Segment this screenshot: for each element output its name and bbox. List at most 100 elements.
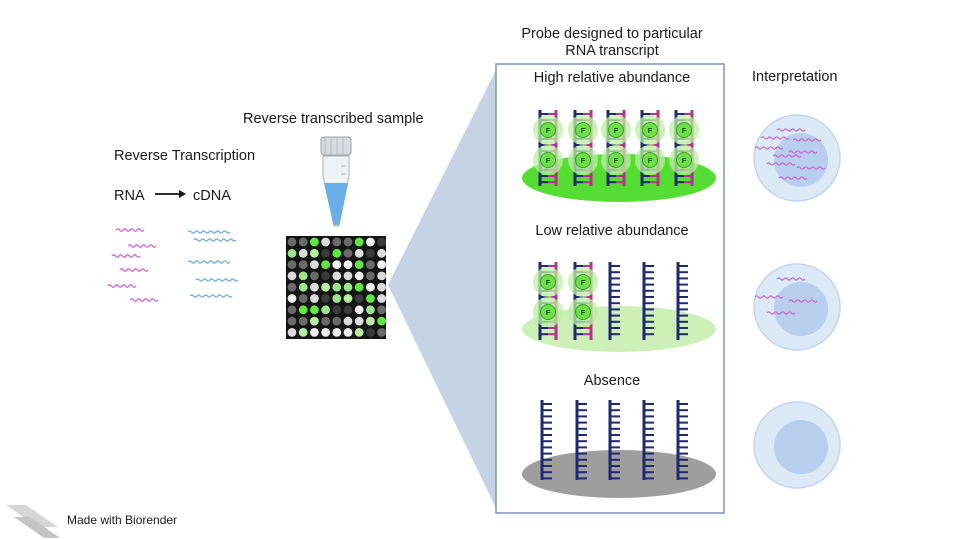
fluorophore-icon: F: [533, 145, 563, 175]
fluorophore-label: F: [581, 278, 586, 287]
microarray-spot: [298, 260, 308, 269]
fluorophore-label: F: [614, 126, 619, 135]
cell-nucleus: [774, 133, 828, 187]
transcript-strand: [788, 150, 818, 154]
cell-nucleus: [774, 420, 828, 474]
microarray-spot: [287, 316, 297, 326]
microarray-spot: [366, 282, 375, 292]
fluorophore-label: F: [546, 308, 551, 317]
microarray-spot: [298, 271, 308, 281]
cdna-strand: [187, 230, 231, 234]
fluorophore-icon: F: [533, 297, 563, 327]
microarray-spot: [321, 271, 330, 281]
microarray-spot: [310, 237, 319, 247]
microarray-spot: [310, 305, 319, 315]
cell-nucleus: [774, 282, 828, 336]
transcript-strand: [778, 176, 808, 180]
biorender-logo-icon: [6, 505, 60, 538]
probe: [608, 262, 620, 340]
interpretation-cell: [753, 263, 841, 351]
microarray-spot: [287, 294, 297, 303]
microarray-spot: [354, 237, 364, 247]
microarray-spot: [354, 294, 364, 303]
transcript-strand: [776, 128, 806, 132]
transcript-strand: [766, 311, 796, 315]
fluorophore-icon: F: [669, 145, 699, 175]
microarray-spot: [343, 328, 353, 337]
transcript-strand: [754, 295, 784, 299]
fluorophore-icon: F: [568, 267, 598, 297]
microarray-spot: [287, 305, 297, 315]
fluorophore-icon: F: [635, 145, 665, 175]
rna-strand: [107, 284, 137, 288]
interpretation-cells: [753, 114, 841, 489]
microarray-spot: [310, 260, 319, 269]
microarray-spot: [366, 316, 375, 326]
microarray-spot: [377, 282, 386, 292]
cdna-strand: [189, 294, 233, 298]
zoom-wedge: [388, 68, 497, 510]
fluorophore-label: F: [581, 156, 586, 165]
rna-label: RNA: [114, 188, 145, 204]
microarray-spot: [343, 282, 353, 292]
cdna-strand: [195, 278, 239, 282]
probe: [676, 262, 688, 340]
microarray-spot: [377, 237, 386, 247]
high-abundance-label: High relative abundance: [533, 70, 691, 86]
transcript-strand: [788, 299, 818, 303]
sample-label: Reverse transcribed sample: [243, 111, 424, 127]
probe: [608, 400, 620, 480]
probe: [575, 400, 587, 480]
fluorophore-label: F: [648, 126, 653, 135]
hybridized-probe: FF: [601, 110, 631, 186]
microarray-spot: [377, 305, 386, 315]
microarray-spot: [332, 305, 342, 315]
probe-title-line2: RNA transcript: [565, 43, 659, 59]
fluorophore-label: F: [546, 278, 551, 287]
rna-strand: [127, 244, 157, 248]
fluorophore-label: F: [648, 156, 653, 165]
probe: [676, 400, 688, 480]
microarray-spot: [287, 248, 297, 258]
microarray-spot: [377, 248, 386, 258]
microarray-spot: [332, 248, 342, 258]
probe: [642, 262, 654, 340]
microarray-spots: [287, 237, 386, 337]
interpretation-label: Interpretation: [752, 69, 838, 85]
hybridization-spot: [522, 450, 716, 498]
microarray-spot: [332, 282, 342, 292]
microarray-spot: [366, 260, 375, 269]
probe: [540, 400, 552, 480]
microarray-spot: [321, 248, 330, 258]
panel-absence: [522, 400, 716, 498]
fluorophore-icon: F: [601, 115, 631, 145]
microarray-spot: [298, 328, 308, 337]
hybridized-probe: FF: [533, 262, 563, 340]
conversion-arrow-icon: [155, 190, 186, 198]
rna-strand: [111, 254, 141, 258]
microarray-spot: [310, 271, 319, 281]
cdna-strands: [187, 230, 239, 298]
fluorophore-icon: F: [568, 145, 598, 175]
transcript-strand: [792, 138, 822, 142]
microarray-spot: [354, 305, 364, 315]
microarray-spot: [343, 248, 353, 258]
microarray-spot: [287, 271, 297, 281]
hybridized-probe: FF: [635, 110, 665, 186]
fluorophore-label: F: [546, 156, 551, 165]
microarray-spot: [366, 328, 375, 337]
microarray-spot: [332, 294, 342, 303]
microarray-spot: [354, 316, 364, 326]
hybridized-probe: FF: [533, 110, 563, 186]
transcript-strand: [760, 136, 790, 140]
reverse-transcription-title: Reverse Transcription: [114, 148, 256, 164]
microarray-spot: [354, 248, 364, 258]
microarray-spot: [343, 260, 353, 269]
transcript-strand: [772, 154, 802, 158]
cdna-strand: [193, 238, 237, 242]
interpretation-cell: [753, 401, 841, 489]
microarray-spot: [298, 316, 308, 326]
credit-label: Made with Biorender: [67, 513, 178, 527]
microarray-spot: [298, 294, 308, 303]
